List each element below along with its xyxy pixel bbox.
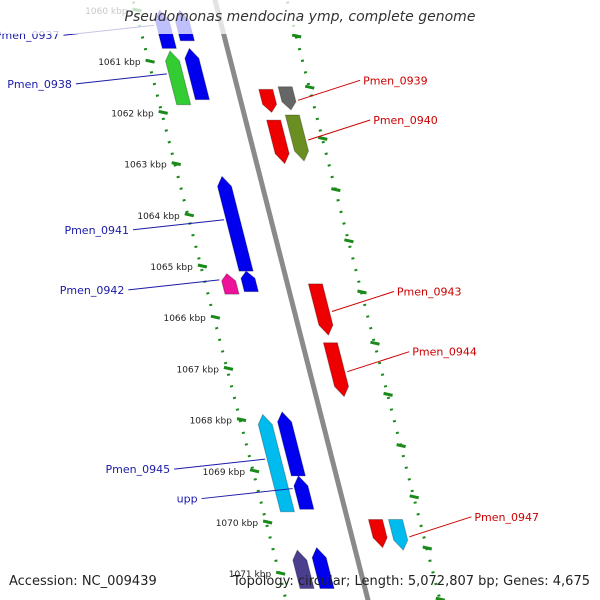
gene-arrow-pmen_0943	[307, 283, 334, 337]
backbone-layer	[212, 0, 371, 600]
callout-line	[75, 73, 167, 85]
ruler-tick-label: 1061 kbp	[98, 58, 141, 68]
gene-label-pmen_0943: Pmen_0943	[397, 286, 462, 299]
ruler-tick	[249, 468, 260, 474]
gene-arrow-pmen_0939a	[258, 88, 278, 114]
gene-arrow-upp	[293, 475, 315, 510]
outer-track-tick	[422, 545, 433, 551]
gene-layer	[154, 9, 409, 590]
callout-line	[347, 351, 410, 373]
gene-arrow-pmen_0944	[322, 342, 350, 398]
gene-arrow-pmen_0948	[292, 549, 315, 590]
gene-arrow-pmen_0945	[257, 413, 296, 513]
ruler-tick-label: 1069 kbp	[203, 468, 246, 478]
outer-track-tick	[331, 187, 341, 193]
outer-track-tick	[370, 340, 380, 346]
gene-label-pmen_0940: Pmen_0940	[373, 114, 438, 127]
ruler-tick-label: 1071 kbp	[229, 570, 272, 580]
gene-arrow-pmen_0948b	[311, 546, 335, 590]
callout-line	[308, 119, 371, 141]
gene-arrow-pmen_0942	[221, 272, 240, 295]
outer-track-tick	[409, 494, 420, 500]
gene-label-pmen_0945: Pmen_0945	[106, 463, 171, 476]
outer-dotted-track	[285, 0, 442, 600]
gene-label-upp: upp	[177, 493, 198, 506]
accession-text: Accession: NC_009439	[9, 574, 157, 589]
ruler-tick	[171, 161, 182, 167]
ruler-tick-label: 1066 kbp	[163, 314, 206, 324]
gene-arrow-pmen_0940a	[265, 119, 290, 165]
gene-label-pmen_0944: Pmen_0944	[412, 346, 477, 359]
ruler-tick	[158, 109, 168, 115]
title-backdrop	[0, 0, 600, 34]
callout-line	[174, 458, 266, 470]
gene-arrow-pmen_0942b	[240, 270, 260, 293]
ruler-tick	[236, 417, 247, 423]
ruler-tick	[210, 314, 221, 320]
ruler-tick-label: 1068 kbp	[190, 417, 233, 427]
gene-label-pmen_0938: Pmen_0938	[7, 78, 72, 91]
ruler-tick	[223, 365, 234, 371]
topology-text: Topology: circular; Length: 5,072,807 bp…	[232, 574, 590, 589]
ruler-tick-label: 1064 kbp	[137, 212, 180, 222]
ruler-tick	[197, 263, 208, 269]
outer-track-tick	[317, 135, 328, 141]
gene-arrow-pmen_0947a	[367, 518, 388, 549]
genome-title: Pseudomonas mendocina ymp, complete geno…	[124, 9, 476, 25]
callout-line	[297, 79, 361, 101]
outer-track-tick	[291, 33, 302, 39]
callout-line	[201, 488, 293, 500]
ruler-tick-label: 1067 kbp	[177, 365, 220, 375]
ruler-tick-label: 1070 kbp	[216, 519, 259, 529]
gene-label-pmen_0939: Pmen_0939	[363, 74, 428, 87]
gene-label-pmen_0941: Pmen_0941	[64, 224, 129, 237]
gene-label-pmen_0942: Pmen_0942	[60, 284, 125, 297]
ruler-tick	[275, 570, 286, 576]
outer-track-tick	[304, 84, 315, 90]
gene-arrow-pmen_0940	[284, 114, 310, 162]
callout-line	[331, 291, 395, 312]
gene-label-pmen_0947: Pmen_0947	[474, 511, 539, 524]
callout-line	[133, 219, 225, 231]
gene-arrow-pmen_0938b	[184, 47, 211, 101]
gene-arrow-pmen_0947	[387, 518, 409, 552]
gene-arrow-pmen_0941	[217, 175, 254, 272]
outer-track-tick	[344, 238, 354, 244]
outer-track-tick	[383, 391, 393, 397]
backbone-line	[212, 0, 371, 600]
ruler-tick	[262, 519, 273, 525]
callout-line	[128, 279, 220, 291]
outer-track-tick	[396, 443, 406, 449]
ruler-tick-label: 1065 kbp	[150, 263, 193, 273]
gene-arrow-pmen_0939	[277, 86, 297, 111]
ruler-tick-label: 1063 kbp	[124, 161, 167, 171]
gene-arrow-pmen_0938	[165, 50, 192, 106]
ruler-tick	[184, 212, 195, 218]
ruler-tick-label: 1062 kbp	[111, 109, 154, 119]
ruler-tick	[145, 58, 155, 64]
outer-track-tick	[357, 289, 367, 295]
callout-line	[409, 516, 472, 538]
